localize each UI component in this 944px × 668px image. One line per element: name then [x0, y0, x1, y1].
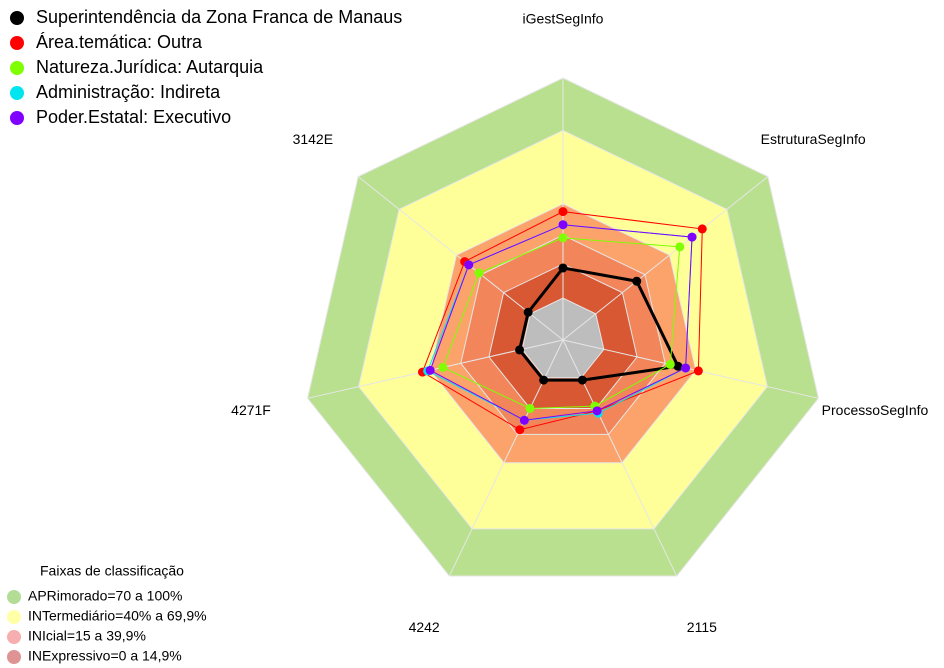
band-legend-label: INExpressivo=0 a 14,9% [28, 648, 182, 664]
series-point [687, 232, 697, 242]
series-point [474, 268, 484, 278]
series-line [421, 211, 703, 431]
series-line [442, 237, 681, 409]
legend-label: Natureza.Jurídica: Autarquia [36, 57, 264, 77]
series-point [577, 375, 587, 385]
series-point [539, 375, 549, 385]
legend-label: Administração: Indireta [36, 82, 221, 102]
series-point [515, 425, 525, 435]
band-legend-marker [7, 650, 21, 664]
series-point [438, 362, 448, 372]
series-point [425, 365, 435, 375]
legend-label: Área.temática: Outra [36, 32, 203, 52]
legend-marker [10, 111, 24, 125]
band-legend-label: INIcial=15 a 39,9% [28, 628, 146, 644]
legend-label: Poder.Estatal: Executivo [36, 107, 231, 127]
series-point [592, 406, 602, 416]
legend-marker [10, 11, 24, 25]
series-point [681, 363, 691, 373]
series-point [673, 361, 683, 371]
band-legend-marker [7, 610, 21, 624]
series-line [429, 224, 693, 421]
series-point [525, 403, 535, 413]
series-point [464, 260, 474, 270]
series-point [693, 366, 703, 376]
series-line [517, 266, 681, 382]
legend-marker [10, 61, 24, 75]
axis-label: 4271F [231, 402, 271, 418]
axis-label: 2115 [687, 619, 717, 635]
legend-marker [10, 36, 24, 50]
series-point [665, 359, 675, 369]
series-point [558, 233, 568, 243]
axis-label: EstruturaSegInfo [761, 131, 866, 147]
band-legend-title: Faixas de classificação [40, 563, 184, 579]
legend-label: Superintendência da Zona Franca de Manau… [36, 7, 402, 27]
series-point [675, 242, 685, 252]
series-point [523, 307, 533, 317]
band-legend-marker [7, 590, 21, 604]
axis-label: 4242 [409, 619, 440, 635]
axis-label: 3142E [293, 131, 333, 147]
series-point [515, 345, 525, 355]
spoke [562, 176, 769, 341]
spoke [562, 339, 819, 399]
band-legend-label: INTermediário=40% a 69,9% [28, 608, 207, 624]
legend-marker [10, 86, 24, 100]
band-legend-marker [7, 630, 21, 644]
band-legend-label: APRimorado=70 a 100% [28, 588, 183, 604]
series-point [632, 276, 642, 286]
series-point [519, 415, 529, 425]
series-point [558, 220, 568, 230]
series-point [558, 263, 568, 273]
series-point [558, 207, 568, 217]
series-point [697, 224, 707, 234]
axis-label: iGestSegInfo [523, 11, 604, 27]
axis-label: ProcessoSegInfo [822, 402, 929, 418]
